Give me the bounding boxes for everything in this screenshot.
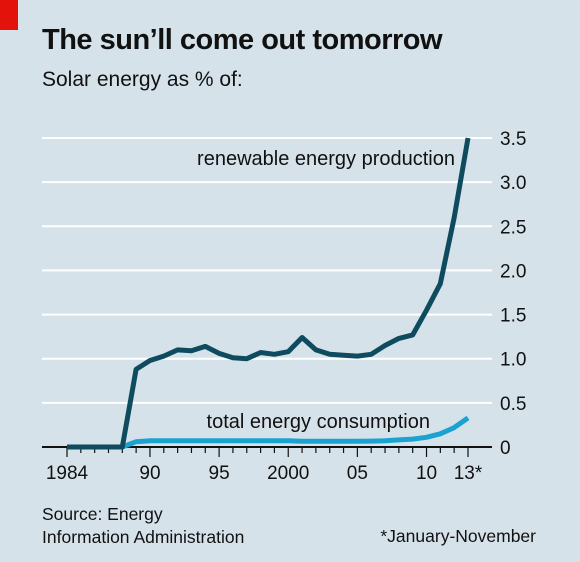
series-line-consumption — [67, 415, 470, 450]
x-tick-label-1984: 1984 — [46, 463, 89, 484]
chart-title: The sun’ll come out tomorrow — [42, 24, 443, 56]
source-line-1: Source: Energy — [42, 504, 163, 524]
y-tick-label-1.0: 1.0 — [500, 350, 526, 371]
y-tick-label-0.5: 0.5 — [500, 394, 526, 415]
y-tick-label-2.0: 2.0 — [500, 261, 526, 282]
series-label-renewable: renewable energy production — [197, 148, 455, 170]
x-axis: 1984 90 95 2000 05 10 13* — [42, 446, 492, 484]
y-tick-label-1.5: 1.5 — [500, 306, 526, 327]
grid-lines — [42, 137, 492, 404]
x-tick-label-05: 05 — [347, 463, 368, 484]
y-tick-label-0: 0 — [500, 438, 511, 459]
x-tick-label-95: 95 — [209, 463, 230, 484]
series-lines — [67, 137, 471, 450]
economist-red-tag — [0, 0, 18, 30]
y-axis-labels: 0 0.5 1.0 1.5 2.0 2.5 3.0 3.5 — [500, 129, 526, 459]
series-line-renewable — [67, 137, 471, 450]
x-tick-label-13*: 13* — [454, 463, 483, 484]
y-tick-label-3.5: 3.5 — [500, 129, 526, 150]
chart-subtitle: Solar energy as % of: — [42, 68, 243, 91]
footnote: *January-November — [380, 526, 536, 546]
series-label-consumption: total energy consumption — [207, 411, 430, 433]
source-note: Source: Energy Information Administratio… — [42, 503, 244, 549]
x-tick-label-10: 10 — [416, 463, 437, 484]
source-line-2: Information Administration — [42, 527, 245, 547]
y-tick-label-3.0: 3.0 — [500, 173, 526, 194]
x-tick-label-2000: 2000 — [267, 463, 309, 484]
y-tick-label-2.5: 2.5 — [500, 217, 526, 238]
x-tick-label-90: 90 — [139, 463, 160, 484]
